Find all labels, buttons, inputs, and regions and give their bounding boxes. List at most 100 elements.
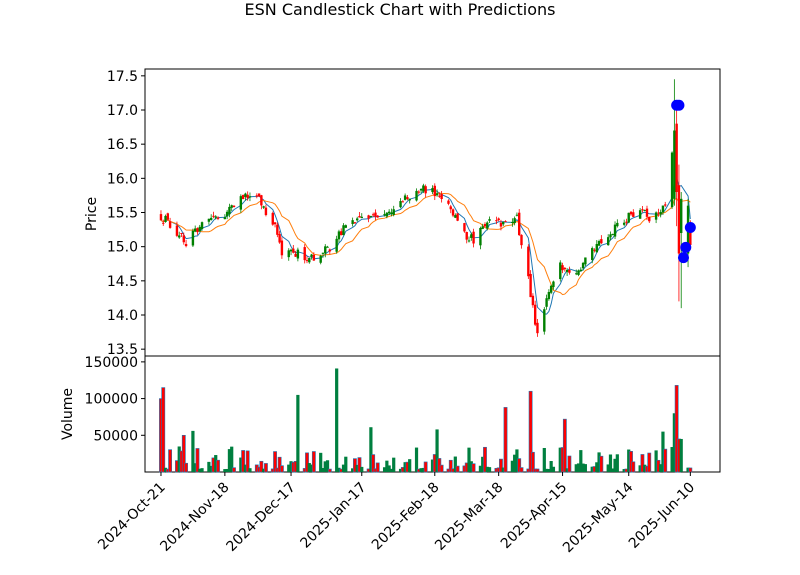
candle-body [182, 235, 185, 243]
candle-body [515, 214, 519, 216]
candle-body [549, 285, 553, 293]
volume-bar [453, 456, 457, 472]
volume-bar [287, 464, 291, 472]
candle-body [561, 265, 564, 271]
price-y-ticks: 13.5 14.0 14.5 15.0 15.5 16.0 16.5 17.0 17.5 [107, 69, 145, 358]
volume-bar [576, 463, 581, 472]
candle-body [271, 212, 274, 225]
candle-body [504, 221, 507, 223]
candle-body [625, 221, 628, 223]
candle-body [223, 217, 227, 220]
volume-bar [403, 462, 407, 472]
candle-body [419, 188, 423, 191]
candle-body [162, 222, 165, 224]
candle-body [673, 130, 676, 199]
candle-body [296, 249, 300, 259]
candle-body [531, 295, 535, 306]
volume-bar [469, 461, 473, 472]
volume-bar [273, 451, 277, 473]
x-tick-label: 2025-Jun-10 [626, 480, 698, 552]
candle-body [193, 228, 197, 232]
candle-body [374, 212, 377, 217]
candle-body [166, 213, 170, 220]
volume-bar [471, 463, 476, 473]
candle-body [164, 215, 167, 222]
candle-body [451, 209, 455, 216]
candle-body [358, 216, 361, 218]
volume-bar [595, 462, 599, 472]
candle-body [360, 216, 363, 219]
candle-body [632, 212, 635, 217]
candle-body [552, 281, 555, 288]
volume-bar [622, 469, 626, 472]
volume-bars [159, 368, 693, 473]
candle-body [440, 194, 443, 200]
candle-body [495, 220, 498, 222]
volume-bar [355, 464, 359, 472]
candle-body [216, 217, 220, 219]
price-y-tick-label: 14.0 [107, 308, 138, 324]
volume-bar [305, 452, 309, 473]
candle-body [385, 212, 389, 217]
volume-bar [615, 454, 619, 472]
candle-body [260, 195, 263, 206]
volume-bar [517, 458, 522, 473]
volume-bar [549, 461, 553, 472]
candle-body [502, 221, 505, 225]
candle-body [280, 240, 284, 256]
candle-body [264, 207, 268, 216]
volume-bar [638, 465, 642, 472]
candle-body [454, 215, 457, 218]
candle-body [563, 267, 567, 270]
candle-body [449, 206, 452, 210]
candle-body [513, 218, 516, 224]
volume-bar [583, 464, 587, 472]
volume-bar [608, 454, 613, 472]
candle-body [593, 249, 596, 251]
prediction-point [684, 222, 696, 234]
volume-bar [387, 465, 391, 472]
volume-bar [510, 460, 514, 472]
candle-body [435, 193, 439, 196]
candle-body [246, 194, 249, 199]
volume-bar [544, 468, 549, 472]
volume-bar [487, 467, 492, 472]
candle-body [600, 239, 603, 244]
x-tick-label: 2025-Mar-18 [432, 480, 506, 554]
volume-bar [611, 468, 615, 472]
volume-bar [581, 463, 585, 472]
volume-bar [435, 429, 439, 472]
volume-bar [562, 418, 567, 473]
candle-body [184, 244, 188, 247]
volume-bar [277, 456, 282, 473]
candle-body [209, 217, 213, 220]
volume-bar [535, 468, 540, 473]
volume-bar [207, 461, 211, 472]
volume-bar [565, 468, 569, 472]
candle-body [342, 225, 345, 236]
candle-body [472, 231, 475, 244]
volume-bar [239, 457, 243, 472]
volume-bar [225, 468, 229, 472]
volume-bar [423, 461, 428, 473]
volume-bar [643, 464, 647, 472]
volume-bar [579, 450, 583, 472]
candle-body [401, 201, 405, 203]
volume-bar [161, 387, 166, 473]
candle-body [422, 185, 425, 192]
volume-bar [679, 438, 683, 472]
candle-body [606, 237, 610, 246]
volume-axes: 50000 100000 150000 Volume 2024-Oct-212024… [60, 355, 721, 556]
candle-body [529, 273, 532, 298]
chart-title: ESN Candlestick Chart with Predictions [244, 0, 556, 19]
candle-body [305, 260, 309, 262]
volume-y-tick-label: 100000 [85, 392, 138, 408]
volume-bar [382, 467, 387, 472]
candle-body [273, 222, 277, 225]
candle-body [406, 197, 409, 200]
volume-bar [214, 455, 218, 472]
volume-bar [597, 452, 601, 472]
candle-body [376, 215, 379, 218]
volume-bar [483, 446, 487, 473]
volume-bar [309, 464, 314, 472]
